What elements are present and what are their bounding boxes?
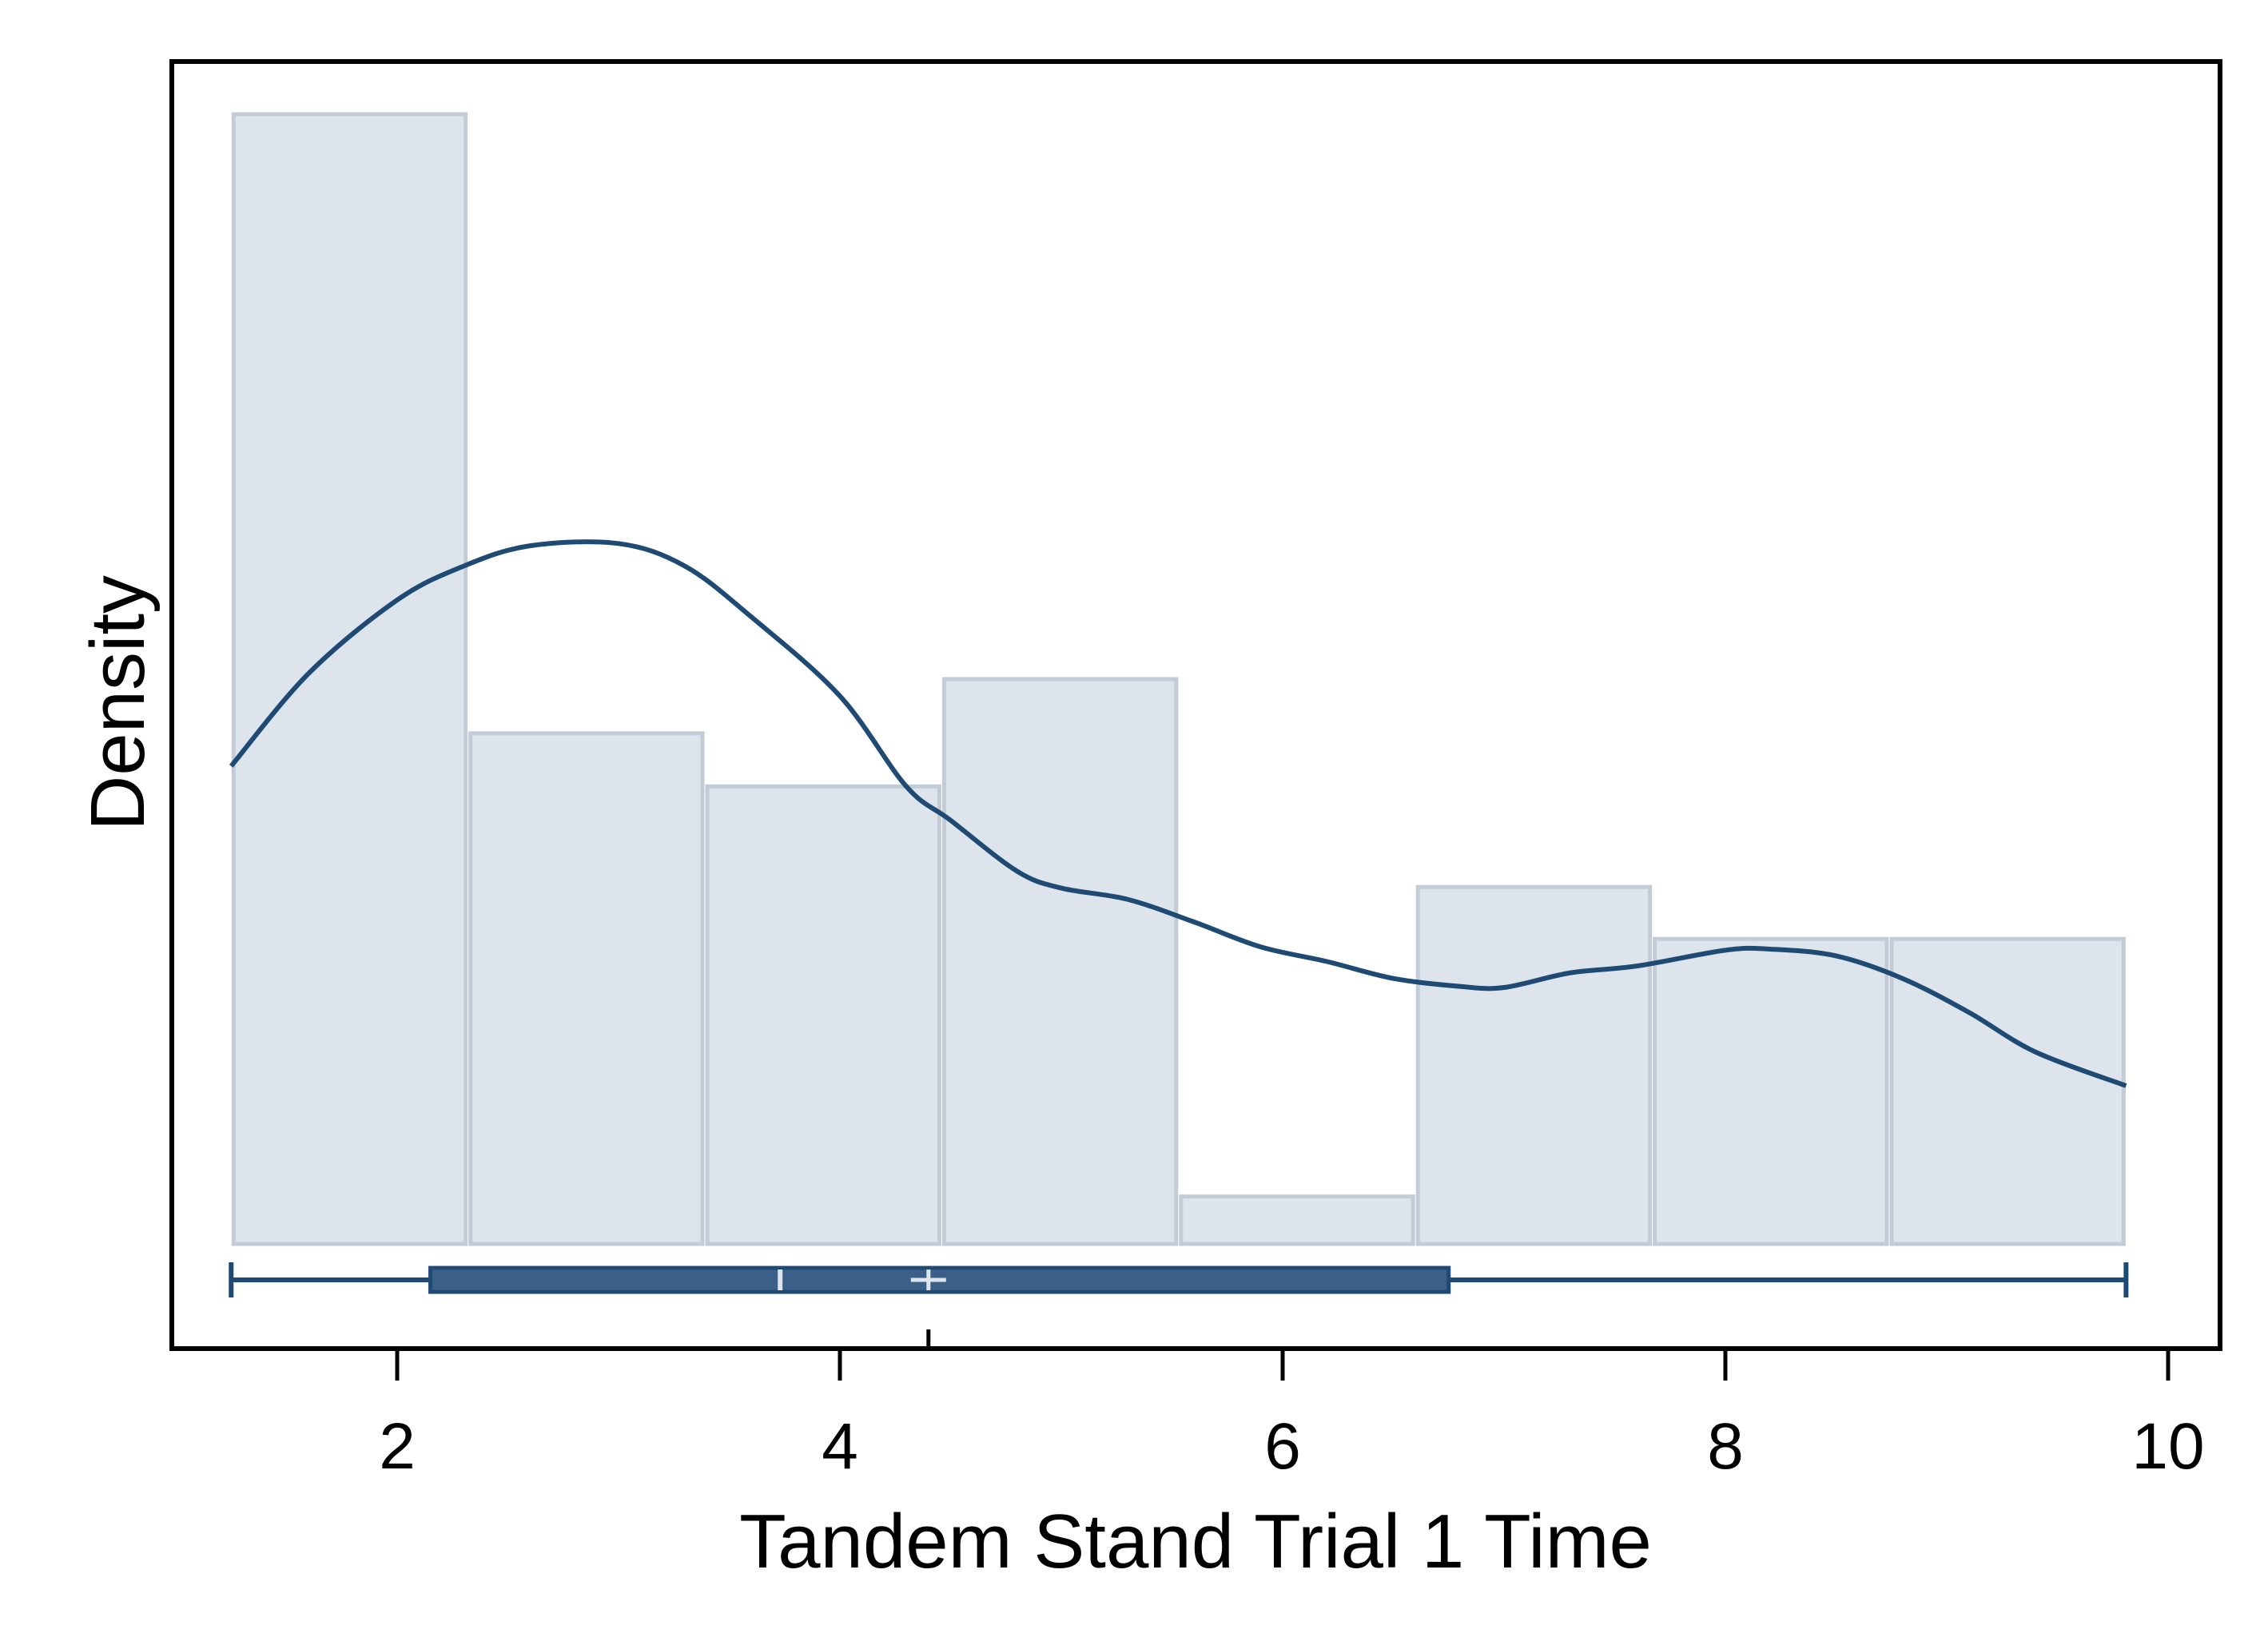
- x-tick-label-6: 6: [1264, 1410, 1301, 1483]
- x-axis-title: Tandem Stand Trial 1 Time: [739, 1499, 1652, 1584]
- histogram-bar-6: [1415, 884, 1653, 1246]
- x-tick-label-4: 4: [822, 1410, 858, 1483]
- x-axis-ticks: 2 4 6 8 10: [379, 1349, 2205, 1483]
- boxplot-box: [428, 1266, 1451, 1294]
- y-axis-title: Density: [75, 575, 161, 831]
- plot-frame: [169, 59, 2222, 1351]
- x-tick-label-2: 2: [379, 1410, 416, 1483]
- histogram-bar-4: [941, 677, 1179, 1246]
- kde-line: [229, 539, 2127, 1088]
- histogram-bar-2: [468, 731, 705, 1246]
- histogram-bar-1: [231, 112, 468, 1246]
- boxplot: [229, 1262, 2129, 1349]
- density-curve: [229, 539, 2127, 1088]
- histogram-bars: [231, 112, 2126, 1246]
- histogram-bar-3: [705, 784, 941, 1246]
- histogram-bar-7: [1653, 936, 1889, 1246]
- histogram-bar-5: [1179, 1194, 1415, 1246]
- histogram-bar-8: [1889, 936, 2126, 1246]
- x-tick-label-8: 8: [1707, 1410, 1744, 1483]
- x-tick-label-10: 10: [2131, 1410, 2204, 1483]
